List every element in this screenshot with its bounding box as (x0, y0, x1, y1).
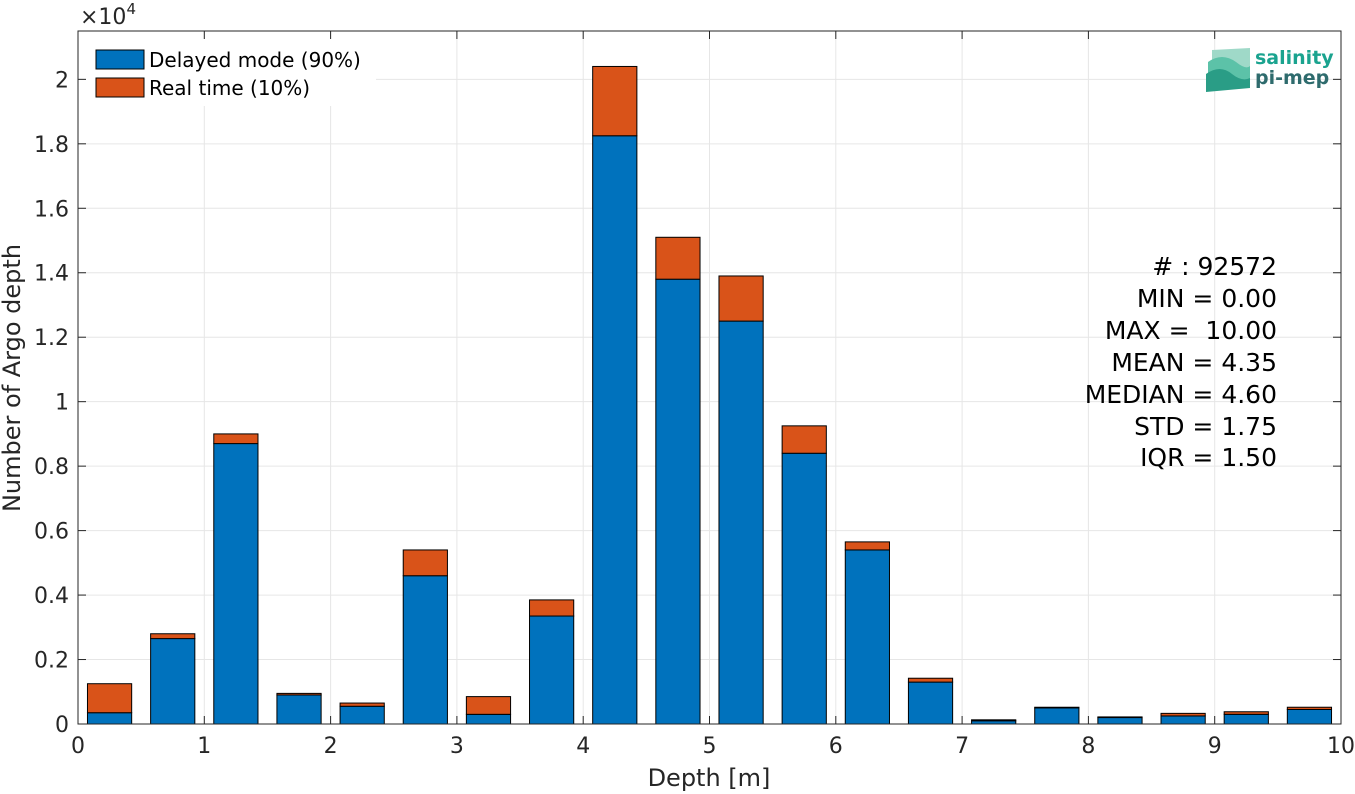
x-tick-label: 9 (1208, 734, 1222, 759)
bars (86, 65, 1333, 725)
stat-mean: MEAN = 4.35 (1111, 348, 1277, 377)
y-tick-label: 0.4 (34, 584, 69, 609)
bar-delayed-mode (1286, 708, 1333, 725)
stat-min: MIN = 0.00 (1137, 284, 1277, 313)
y-tick-label: 0.2 (34, 649, 69, 674)
x-tick-label: 8 (1081, 734, 1095, 759)
bar-delayed-mode (844, 549, 890, 725)
y-tick-label: 1.4 (34, 262, 69, 287)
bar-real-time (213, 433, 259, 445)
stat-max: MAX = 10.00 (1105, 316, 1277, 345)
bar-delayed-mode (781, 452, 827, 725)
stat-iqr: IQR = 1.50 (1140, 443, 1277, 472)
x-tick-label: 7 (955, 734, 969, 759)
salinity-pi-mep-logo: salinity pi-mep (1206, 47, 1334, 92)
wave-logo-icon (1206, 48, 1250, 92)
bar-delayed-mode (1034, 707, 1080, 725)
bar-real-time (781, 425, 827, 454)
bar-real-time (718, 275, 764, 322)
bar-delayed-mode (276, 694, 322, 725)
bar-delayed-mode (339, 705, 385, 725)
bar-real-time (1097, 716, 1143, 719)
legend-swatch-real-time (95, 77, 145, 98)
bar-delayed-mode (1223, 713, 1269, 725)
bar-delayed-mode (150, 638, 196, 725)
bar-delayed-mode (86, 712, 133, 725)
logo-line-2: pi-mep (1255, 67, 1329, 89)
y-tick-label: 1.6 (34, 197, 69, 222)
bar-real-time (86, 683, 133, 714)
stat-std: STD = 1.75 (1134, 412, 1277, 441)
bar-delayed-mode (465, 713, 512, 725)
logo-line-1: salinity (1255, 47, 1334, 69)
bar-real-time (592, 65, 638, 137)
bar-real-time (276, 692, 322, 696)
bar-delayed-mode (907, 681, 954, 725)
y-tick-label: 1.2 (34, 326, 69, 351)
x-tick-label: 1 (197, 734, 211, 759)
bar-delayed-mode (213, 443, 259, 725)
bar-real-time (465, 696, 512, 715)
bar-delayed-mode (1097, 717, 1143, 725)
bar-real-time (150, 633, 196, 640)
bar-real-time (339, 702, 385, 707)
stat-count: # : 92572 (1152, 252, 1277, 281)
x-tick-label: 6 (829, 734, 843, 759)
x-tick-label: 10 (1327, 734, 1355, 759)
legend-label-real-time: Real time (10%) (149, 76, 310, 100)
bar-real-time (1286, 706, 1333, 710)
bar-delayed-mode (1160, 715, 1206, 725)
bar-real-time (907, 677, 954, 683)
x-tick-label: 0 (71, 734, 85, 759)
bar-real-time (971, 719, 1017, 722)
bar-real-time (1034, 706, 1080, 709)
x-tick-label: 4 (576, 734, 590, 759)
x-tick-label: 3 (450, 734, 464, 759)
legend: Delayed mode (90%) Real time (10%) (86, 39, 376, 106)
bar-real-time (655, 236, 701, 280)
legend-swatch-delayed-mode (95, 49, 145, 70)
y-multiplier: ×104 (80, 0, 136, 30)
y-tick-label: 1 (55, 391, 69, 416)
y-tick-label: 1.8 (34, 133, 69, 158)
bar-delayed-mode (718, 320, 764, 725)
y-tick-label: 0.6 (34, 520, 69, 545)
x-axis-label: Depth [m] (648, 764, 771, 792)
x-tick-label: 2 (324, 734, 338, 759)
y-axis-ticks: 0 0.2 0.4 0.6 0.8 1 1.2 1.4 1.6 1.8 2 (34, 68, 1341, 738)
bar-real-time (844, 541, 890, 551)
y-tick-label: 0.8 (34, 455, 69, 480)
x-tick-label: 5 (703, 734, 717, 759)
bar-delayed-mode (402, 575, 448, 725)
y-tick-label: 0 (55, 713, 69, 738)
y-axis-label: Number of Argo depth (0, 244, 26, 512)
bar-real-time (402, 549, 448, 577)
legend-label-delayed-mode: Delayed mode (90%) (149, 48, 361, 72)
bar-delayed-mode (529, 615, 575, 725)
bar-delayed-mode (592, 135, 638, 725)
stat-median: MEDIAN = 4.60 (1085, 380, 1277, 409)
bar-delayed-mode (655, 278, 701, 725)
y-tick-label: 2 (55, 68, 69, 93)
bar-real-time (1223, 711, 1269, 715)
bar-real-time (529, 599, 575, 617)
statistics-block: # : 92572 MIN = 0.00 MAX = 10.00 MEAN = … (1085, 252, 1277, 472)
x-axis-ticks: 0 1 2 3 4 5 6 7 8 9 10 (71, 31, 1355, 759)
bar-real-time (1160, 712, 1206, 717)
